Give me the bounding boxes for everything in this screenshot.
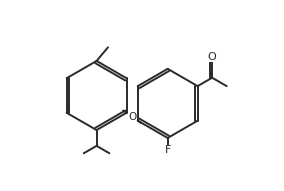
Text: O: O — [128, 112, 136, 122]
Text: O: O — [208, 52, 216, 62]
Text: F: F — [164, 145, 171, 155]
